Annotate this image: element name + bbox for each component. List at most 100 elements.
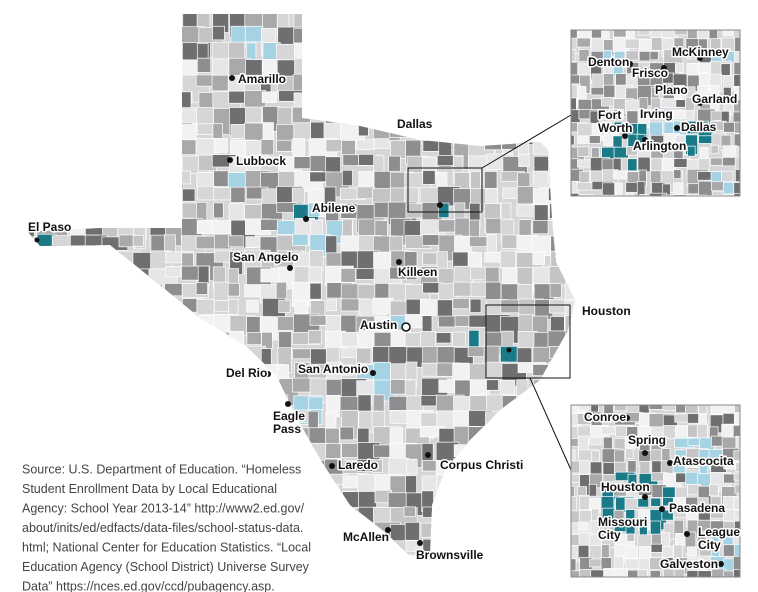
district <box>565 14 575 25</box>
district <box>38 123 67 143</box>
district <box>340 92 357 105</box>
district <box>548 187 564 201</box>
district <box>196 57 212 73</box>
district <box>389 44 405 59</box>
city-label: Eagle <box>273 409 305 423</box>
district <box>308 58 324 82</box>
source-note: Data” https://nces.ed.gov/ccd/pubagency.… <box>22 579 275 592</box>
district <box>613 121 625 131</box>
district <box>566 236 575 256</box>
district <box>709 85 720 97</box>
district <box>625 448 634 459</box>
city-label: Houston <box>601 480 650 494</box>
district <box>276 202 297 213</box>
district <box>28 298 49 316</box>
district <box>501 42 519 66</box>
district <box>578 194 594 196</box>
district <box>54 57 77 87</box>
district <box>499 427 521 450</box>
district <box>163 140 183 164</box>
district <box>356 555 386 556</box>
city-label: Conroe <box>584 410 626 424</box>
city-label: Dallas <box>397 117 433 131</box>
district <box>68 156 93 186</box>
city-label: Abilene <box>312 201 356 215</box>
district <box>533 42 553 61</box>
district <box>406 458 418 475</box>
district <box>532 76 556 101</box>
district <box>37 14 59 28</box>
district <box>69 411 85 441</box>
district <box>36 186 63 205</box>
district <box>28 154 40 173</box>
district <box>117 394 133 407</box>
district <box>549 346 570 359</box>
district <box>627 158 638 172</box>
district <box>469 522 482 540</box>
district <box>28 171 35 197</box>
district <box>51 332 79 362</box>
district <box>86 28 105 41</box>
district <box>36 299 59 311</box>
district <box>564 282 575 309</box>
district <box>500 490 515 502</box>
district <box>307 202 321 217</box>
district <box>102 14 126 36</box>
district <box>340 268 356 283</box>
district <box>485 74 507 86</box>
district <box>85 267 109 288</box>
district <box>468 473 485 503</box>
district <box>516 379 529 409</box>
district <box>292 233 309 246</box>
city-dot <box>674 125 680 131</box>
district <box>637 498 650 508</box>
district <box>733 450 740 461</box>
district <box>687 183 701 195</box>
overlay <box>407 29 741 578</box>
district <box>624 193 635 196</box>
district <box>358 43 375 71</box>
district <box>310 28 334 51</box>
district <box>548 265 574 286</box>
district <box>735 462 740 472</box>
district <box>38 364 57 382</box>
district <box>357 427 370 444</box>
district <box>571 193 580 196</box>
district <box>637 569 648 577</box>
district <box>86 412 113 441</box>
district <box>165 396 193 416</box>
district <box>150 394 180 425</box>
district <box>246 412 261 428</box>
district <box>470 14 498 24</box>
district <box>117 171 144 187</box>
district <box>484 475 498 497</box>
district <box>101 75 131 104</box>
district <box>403 266 419 278</box>
district <box>324 508 335 522</box>
district <box>734 158 740 176</box>
district <box>467 346 487 358</box>
district <box>485 506 511 531</box>
district <box>67 172 86 191</box>
district <box>326 556 338 581</box>
district <box>732 111 740 126</box>
city-dot <box>659 506 665 512</box>
district <box>133 330 162 359</box>
district <box>28 187 35 212</box>
district <box>51 314 72 336</box>
district <box>69 283 86 304</box>
district <box>697 497 709 509</box>
district <box>54 249 84 262</box>
district <box>213 170 229 187</box>
district <box>150 283 163 302</box>
city-label: Plano <box>655 83 688 97</box>
district <box>68 138 92 163</box>
city-label: McAllen <box>343 530 389 544</box>
district <box>390 27 415 48</box>
district <box>230 186 246 203</box>
city-dot <box>34 237 40 243</box>
district <box>115 346 138 369</box>
district <box>339 426 354 441</box>
district <box>84 188 101 201</box>
houston-zoom-box <box>485 304 571 379</box>
